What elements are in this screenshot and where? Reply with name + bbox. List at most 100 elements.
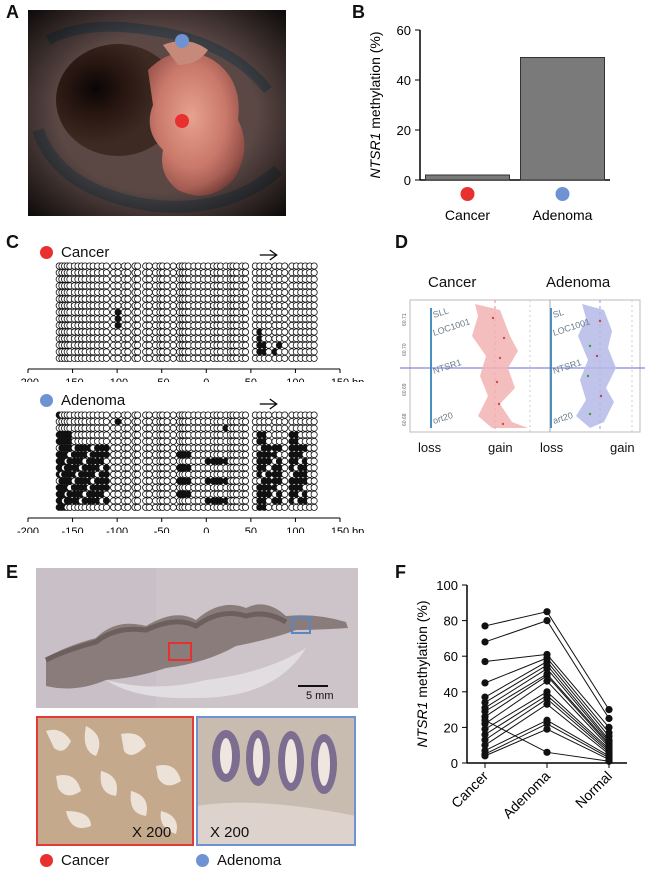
cpg-site bbox=[102, 411, 110, 419]
cpg-site bbox=[145, 484, 153, 492]
cpg-site bbox=[281, 295, 289, 303]
cnv-panel: Cancer Adenoma 60.71 60.70 60.69 60.68 SLL L… bbox=[400, 264, 645, 455]
cancer-roi-box bbox=[168, 642, 192, 661]
data-point bbox=[543, 677, 551, 685]
cpg-site bbox=[310, 497, 318, 505]
cpg-site bbox=[310, 464, 318, 472]
cpg-site bbox=[310, 295, 318, 303]
cpg-site bbox=[281, 262, 289, 270]
cancer-magnification: X 200 bbox=[132, 824, 172, 841]
cnv-gene-adenoma-1: LOC1001 bbox=[552, 316, 592, 337]
cpg-site bbox=[169, 470, 177, 478]
cpg-site bbox=[145, 288, 153, 296]
cancer-marker bbox=[175, 114, 189, 128]
cnv-gene-adenoma-2: NTSR1 bbox=[552, 357, 583, 376]
cpg-site bbox=[281, 328, 289, 336]
svg-text:60.69: 60.69 bbox=[402, 383, 408, 396]
data-point bbox=[481, 657, 489, 666]
cnv-gene-cancer-1: LOC1001 bbox=[432, 316, 472, 337]
cpg-site bbox=[145, 282, 153, 290]
cpg-site bbox=[281, 490, 289, 498]
cpg-site bbox=[169, 497, 177, 505]
adenoma-histology bbox=[196, 716, 356, 846]
panel-label-a: A bbox=[6, 2, 19, 22]
cpg-site bbox=[102, 464, 110, 472]
cpg-site bbox=[102, 269, 110, 277]
cpg-site bbox=[124, 308, 132, 316]
bp-tick-label-1: -150 bbox=[62, 526, 84, 533]
endoscopy-image bbox=[28, 10, 286, 216]
cpg-site bbox=[242, 497, 250, 505]
cpg-site bbox=[102, 275, 110, 283]
data-point bbox=[481, 622, 489, 630]
cpg-site bbox=[281, 308, 289, 316]
cpg-site bbox=[124, 457, 132, 465]
cpg-site bbox=[163, 484, 171, 492]
category-dot-1 bbox=[555, 187, 570, 201]
cpg-site bbox=[281, 302, 289, 310]
data-point bbox=[481, 707, 489, 715]
cpg-site bbox=[265, 335, 273, 343]
cpg-site bbox=[134, 451, 142, 459]
cpg-site bbox=[163, 282, 171, 290]
cpg-site bbox=[265, 431, 273, 439]
legend-c-adenoma-label: Adenoma bbox=[61, 392, 126, 409]
cpg-site bbox=[114, 431, 122, 439]
data-point bbox=[605, 757, 613, 765]
cpg-site bbox=[134, 282, 142, 290]
cpg-site bbox=[281, 470, 289, 478]
cpg-site bbox=[242, 341, 250, 349]
cpg-site bbox=[145, 470, 153, 478]
cpg-site bbox=[114, 295, 122, 303]
cpg-site bbox=[163, 444, 171, 452]
cpg-site bbox=[163, 288, 171, 296]
cpg-site bbox=[134, 354, 142, 362]
cpg-site bbox=[145, 269, 153, 277]
cpg-site bbox=[169, 490, 177, 498]
cpg-site bbox=[114, 418, 122, 426]
adenoma-dot-icon bbox=[196, 854, 209, 867]
cpg-site bbox=[169, 354, 177, 362]
y-tick-label-2: 40 bbox=[397, 73, 411, 88]
cpg-site bbox=[242, 315, 250, 323]
cpg-site bbox=[114, 464, 122, 472]
cpg-site bbox=[169, 321, 177, 329]
cpg-site bbox=[242, 269, 250, 277]
x-tick-label-0: Cancer bbox=[448, 768, 491, 811]
cpg-site bbox=[134, 321, 142, 329]
data-point bbox=[481, 730, 489, 739]
cpg-site bbox=[242, 477, 250, 485]
cpg-site bbox=[242, 411, 250, 419]
cpg-site bbox=[114, 308, 122, 316]
y-tick-label-3: 60 bbox=[397, 23, 411, 38]
cpg-site bbox=[145, 354, 153, 362]
svg-text:60.70: 60.70 bbox=[402, 343, 408, 356]
cpg-site bbox=[169, 457, 177, 465]
cpg-site bbox=[281, 275, 289, 283]
cpg-site bbox=[265, 321, 273, 329]
cpg-site bbox=[102, 282, 110, 290]
cpg-site bbox=[124, 503, 132, 511]
cpg-site bbox=[124, 424, 132, 432]
cpg-site bbox=[281, 348, 289, 356]
cpg-site bbox=[281, 477, 289, 485]
cpg-site bbox=[102, 497, 110, 505]
cpg-site bbox=[114, 282, 122, 290]
cpg-site bbox=[134, 470, 142, 478]
cpg-site bbox=[134, 490, 142, 498]
cpg-site bbox=[242, 354, 250, 362]
panel-label-f: F bbox=[395, 562, 406, 582]
cpg-site bbox=[281, 341, 289, 349]
bp-tick-label-4: 0 bbox=[203, 526, 209, 533]
panel-label-d: D bbox=[395, 232, 408, 252]
bp-tick-label-3: -50 bbox=[154, 377, 170, 382]
bp-unit-label: bp bbox=[352, 526, 364, 533]
legend-e-adenoma: Adenoma bbox=[196, 852, 281, 869]
cpg-site bbox=[265, 424, 273, 432]
cpg-site bbox=[310, 477, 318, 485]
cpg-site bbox=[145, 490, 153, 498]
data-point bbox=[543, 608, 551, 616]
cpg-site bbox=[242, 451, 250, 459]
y-tick-label-0: 0 bbox=[404, 173, 411, 188]
cpg-site bbox=[134, 444, 142, 452]
